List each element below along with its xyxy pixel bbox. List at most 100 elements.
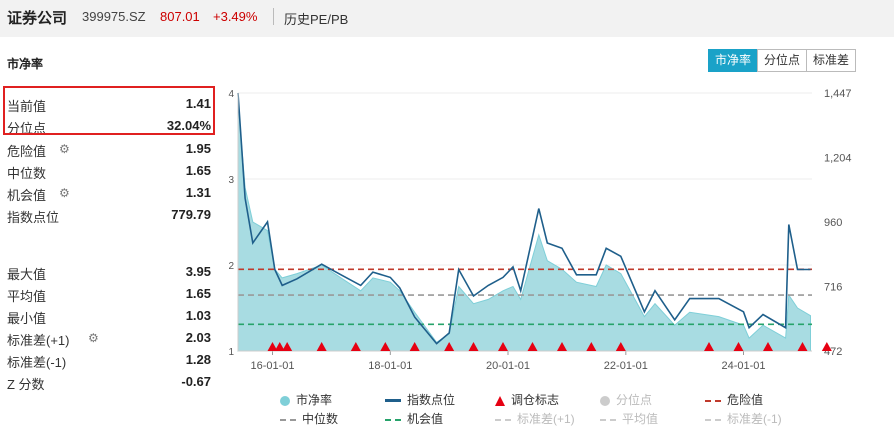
legend-item[interactable]: 平均值: [600, 410, 658, 428]
legend-label: 调仓标志: [511, 393, 560, 407]
stat-label: 最大值: [7, 267, 47, 282]
legend-label: 危险值: [727, 393, 764, 407]
stat-label: 分位点: [7, 121, 47, 136]
y-left-tick-label: 2: [228, 261, 234, 272]
stat-value: 1.65: [185, 286, 211, 301]
stat-value: 1.03: [185, 308, 211, 323]
legend-item[interactable]: 市净率: [280, 391, 332, 409]
legend-item[interactable]: 标准差(-1): [705, 410, 782, 428]
stat-value: 1.41: [185, 96, 211, 111]
dot-marker-icon: [280, 395, 290, 406]
legend-label: 标准差(-1): [727, 412, 782, 426]
legend-label: 指数点位: [407, 393, 456, 407]
stat-label: Z 分数: [7, 377, 45, 392]
dash-marker-icon: [705, 399, 721, 402]
stat-label: 危险值: [7, 144, 47, 159]
stat-danger: 危险值 ⚙ 1.95: [7, 139, 211, 159]
rebalance-marker: [703, 342, 714, 351]
metric-tabs: 市净率 分位点 标准差: [708, 49, 857, 72]
tab-std[interactable]: 标准差: [806, 49, 857, 72]
rebalance-marker: [733, 342, 744, 351]
pb-area: [237, 101, 811, 352]
legend-item[interactable]: 标准差(+1): [495, 410, 575, 428]
stat-index-level: 指数点位 779.79: [7, 205, 211, 225]
divider: [273, 8, 274, 25]
rebalance-marker: [316, 342, 327, 351]
stat-value: 2.03: [185, 330, 211, 345]
rebalance-marker: [380, 342, 391, 351]
history-pe-pb-link[interactable]: 历史PE/PB: [284, 12, 349, 27]
dash-marker-icon: [280, 418, 296, 421]
highlight-box: [3, 86, 215, 135]
stat-percentile: 分位点 32.04%: [7, 116, 211, 136]
line-marker-icon: [385, 399, 401, 403]
stat-label: 指数点位: [7, 210, 60, 225]
section-title: 市净率: [7, 57, 44, 71]
legend-label: 平均值: [622, 412, 659, 426]
stat-value: 3.95: [185, 264, 211, 279]
rebalance-marker: [444, 342, 455, 351]
stat-value: 1.31: [185, 185, 211, 200]
rebalance-marker: [409, 342, 420, 351]
top-bar: 证券公司 399975.SZ 807.01 +3.49% 历史PE/PB: [0, 0, 894, 37]
tab-pb[interactable]: 市净率: [708, 49, 759, 72]
legend-item[interactable]: 机会值: [385, 410, 443, 428]
gear-icon[interactable]: ⚙: [59, 142, 70, 156]
rebalance-marker: [282, 342, 293, 351]
stat-value: -0.67: [181, 374, 211, 389]
dash-marker-icon: [600, 418, 616, 421]
x-tick-label: 20-01-01: [486, 360, 530, 372]
stat-label: 当前值: [7, 99, 47, 114]
stat-max: 最大值 3.95: [7, 262, 211, 282]
stat-median: 中位数 1.65: [7, 161, 211, 181]
legend-item[interactable]: 指数点位: [385, 391, 455, 409]
rebalance-marker: [497, 342, 508, 351]
dash-marker-icon: [385, 418, 401, 421]
stat-mean: 平均值 1.65: [7, 284, 211, 304]
stat-value: 779.79: [171, 207, 211, 222]
rebalance-marker: [797, 342, 808, 351]
rebalance-marker: [821, 342, 832, 351]
stat-label: 平均值: [7, 289, 47, 304]
legend-item[interactable]: 分位点: [600, 391, 652, 409]
stat-value: 1.65: [185, 163, 211, 178]
stat-value: 1.28: [185, 352, 211, 367]
legend-item[interactable]: 危险值: [705, 391, 763, 409]
index-price: 807.01: [160, 9, 200, 24]
y-right-tick-label: 1,447: [824, 88, 852, 100]
x-tick-label: 22-01-01: [604, 360, 648, 372]
legend-label: 分位点: [616, 393, 653, 407]
gear-icon[interactable]: ⚙: [59, 186, 70, 200]
y-right-tick-label: 1,204: [824, 152, 852, 164]
stat-value: 32.04%: [166, 118, 211, 133]
dash-marker-icon: [705, 418, 721, 421]
stat-label: 标准差(+1): [7, 333, 70, 348]
stat-std-minus: 标准差(-1) 1.28: [7, 350, 211, 370]
legend-label: 标准差(+1): [517, 412, 575, 426]
gear-icon[interactable]: ⚙: [88, 331, 99, 345]
stat-opportunity: 机会值 ⚙ 1.31: [7, 183, 211, 203]
stat-label: 中位数: [7, 166, 47, 181]
rebalance-marker: [267, 342, 278, 351]
rebalance-marker: [615, 342, 626, 351]
legend-label: 中位数: [302, 412, 339, 426]
legend-item[interactable]: 调仓标志: [495, 391, 559, 409]
legend-label: 机会值: [407, 412, 444, 426]
y-left-tick-label: 4: [228, 89, 234, 100]
dash-marker-icon: [495, 418, 511, 421]
stat-zscore: Z 分数 -0.67: [7, 372, 211, 392]
stat-label: 机会值: [7, 188, 47, 203]
index-code: 399975.SZ: [82, 9, 146, 24]
y-right-tick-label: 716: [824, 281, 842, 293]
rebalance-marker: [762, 342, 773, 351]
x-tick-label: 24-01-01: [721, 360, 765, 372]
index-line: [237, 92, 811, 345]
legend-item[interactable]: 中位数: [280, 410, 338, 428]
rebalance-marker: [586, 342, 597, 351]
legend-label: 市净率: [296, 393, 333, 407]
triangle-marker-icon: [495, 395, 505, 406]
y-right-tick-label: 960: [824, 217, 842, 229]
x-tick-label: 16-01-01: [250, 360, 294, 372]
y-left-tick-label: 1: [228, 347, 234, 358]
